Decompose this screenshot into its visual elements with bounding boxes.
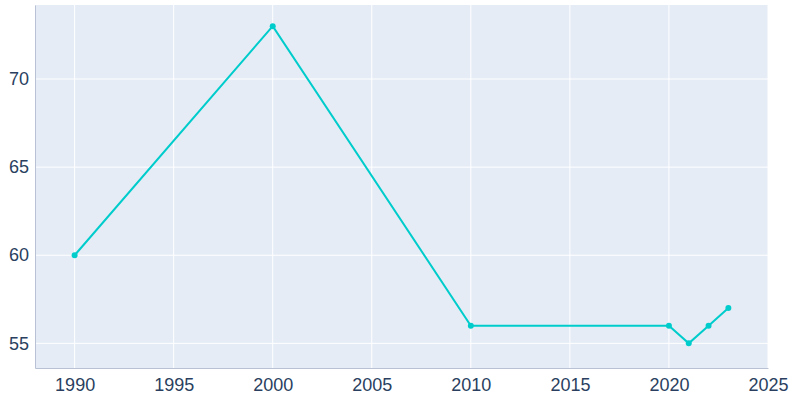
plot: 1990 1995 2000 2005 2010 2015 2020 2025 55 60 65 70 (9, 5, 789, 395)
chart: 1990 1995 2000 2005 2010 2015 2020 2025 55 60 65 70 (0, 0, 800, 400)
tick-label: 70 (9, 69, 29, 89)
x-grid-line (272, 5, 273, 368)
tick: 1995 (154, 368, 194, 395)
tick-label: 2005 (352, 375, 392, 395)
tick-label: 1995 (154, 375, 194, 395)
marker (72, 252, 78, 258)
tick: 1990 (55, 368, 95, 395)
tick: 70 (9, 69, 35, 89)
tick: 2010 (451, 368, 491, 395)
tick: 2020 (649, 368, 689, 395)
tick: 2005 (352, 368, 392, 395)
marker (686, 340, 692, 346)
line (75, 26, 729, 343)
marker (725, 305, 731, 311)
marker (270, 23, 276, 29)
x-grid-line (470, 5, 471, 368)
y-axis: 55 60 65 70 (9, 6, 36, 369)
tick-label: 2020 (649, 375, 689, 395)
tick: 60 (9, 245, 35, 265)
y-grid-line (35, 79, 768, 80)
axis-line (35, 6, 36, 369)
tick: 2025 (748, 368, 788, 395)
tick-label: 2015 (550, 375, 590, 395)
grid (35, 5, 768, 368)
marker (666, 323, 672, 329)
y-grid-line (35, 343, 768, 344)
y-grid-line (35, 255, 768, 256)
x-grid-line (173, 5, 174, 368)
y-grid-line (35, 167, 768, 168)
axis-line (36, 368, 769, 369)
plot-background (35, 5, 768, 368)
x-grid-line (668, 5, 669, 368)
x-grid-line (371, 5, 372, 368)
x-axis: 1990 1995 2000 2005 2010 2015 2020 2025 (36, 368, 789, 395)
tick-label: 2000 (253, 375, 293, 395)
x-grid-line (569, 5, 570, 368)
tick: 2000 (253, 368, 293, 395)
tick-label: 2010 (451, 375, 491, 395)
tick: 2015 (550, 368, 590, 395)
tick-label: 65 (9, 157, 29, 177)
tick: 65 (9, 157, 35, 177)
tick-label: 1990 (55, 375, 95, 395)
tick-label: 2025 (748, 375, 788, 395)
series (72, 23, 732, 346)
tick: 55 (9, 334, 35, 354)
marker (706, 323, 712, 329)
x-grid-line (768, 5, 769, 368)
tick-label: 60 (9, 245, 29, 265)
tick-label: 55 (9, 334, 29, 354)
marker (468, 323, 474, 329)
x-grid-line (74, 5, 75, 368)
